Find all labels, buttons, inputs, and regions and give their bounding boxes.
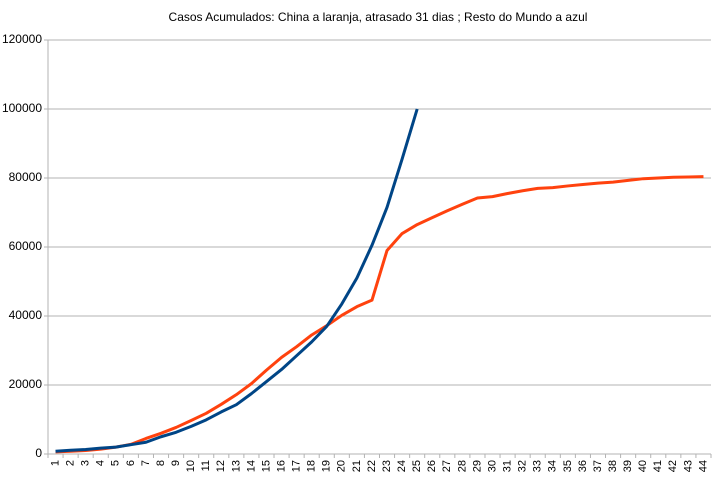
x-tick-label: 1 <box>49 460 61 466</box>
series-line <box>55 175 704 454</box>
x-tick-label: 43 <box>682 460 694 472</box>
x-tick-label: 13 <box>230 460 242 472</box>
x-tick-label: 36 <box>577 460 589 472</box>
x-tick-label: 38 <box>607 460 619 472</box>
x-tick-label: 44 <box>697 460 709 472</box>
x-tick-label: 17 <box>291 460 303 472</box>
x-tick-label: 32 <box>517 460 529 472</box>
y-tick-label: 20000 <box>9 377 43 391</box>
x-tick-label: 40 <box>637 460 649 472</box>
x-tick-label: 19 <box>321 460 333 472</box>
x-tick-label: 29 <box>471 460 483 472</box>
x-tick-label: 8 <box>155 460 167 466</box>
y-tick-label: 0 <box>35 446 42 460</box>
y-tick-label: 80000 <box>9 170 43 184</box>
x-tick-label: 9 <box>170 460 182 466</box>
x-tick-label: 34 <box>547 460 559 472</box>
series-line <box>55 108 419 453</box>
x-tick-label: 28 <box>456 460 468 472</box>
x-tick-label: 41 <box>652 460 664 472</box>
x-tick-label: 10 <box>185 460 197 472</box>
x-tick-label: 3 <box>80 460 92 466</box>
chart-title: Casos Acumulados: China a laranja, atras… <box>169 10 588 24</box>
x-tick-label: 27 <box>441 460 453 472</box>
x-tick-label: 22 <box>366 460 378 472</box>
x-tick-label: 33 <box>532 460 544 472</box>
x-tick-label: 25 <box>411 460 423 472</box>
x-tick-label: 16 <box>275 460 287 472</box>
y-tick-label: 60000 <box>9 239 43 253</box>
x-tick-label: 23 <box>381 460 393 472</box>
x-tick-label: 14 <box>245 460 257 472</box>
x-tick-label: 18 <box>306 460 318 472</box>
y-tick-label: 40000 <box>9 308 43 322</box>
x-tick-label: 31 <box>501 460 513 472</box>
x-tick-label: 2 <box>65 460 77 466</box>
x-tick-label: 26 <box>426 460 438 472</box>
x-tick-label: 24 <box>396 460 408 472</box>
x-tick-label: 42 <box>667 460 679 472</box>
x-tick-label: 39 <box>622 460 634 472</box>
x-tick-label: 7 <box>140 460 152 466</box>
y-tick-label: 100000 <box>2 101 42 115</box>
x-tick-label: 20 <box>336 460 348 472</box>
y-tick-label: 120000 <box>2 32 42 46</box>
x-tick-label: 15 <box>260 460 272 472</box>
x-tick-label: 35 <box>562 460 574 472</box>
x-tick-label: 37 <box>592 460 604 472</box>
x-tick-label: 4 <box>95 460 107 466</box>
x-tick-label: 6 <box>125 460 137 466</box>
x-tick-label: 11 <box>200 460 212 471</box>
x-tick-label: 21 <box>351 460 363 472</box>
x-tick-label: 30 <box>486 460 498 472</box>
x-tick-label: 5 <box>110 460 122 466</box>
x-tick-label: 12 <box>215 460 227 472</box>
